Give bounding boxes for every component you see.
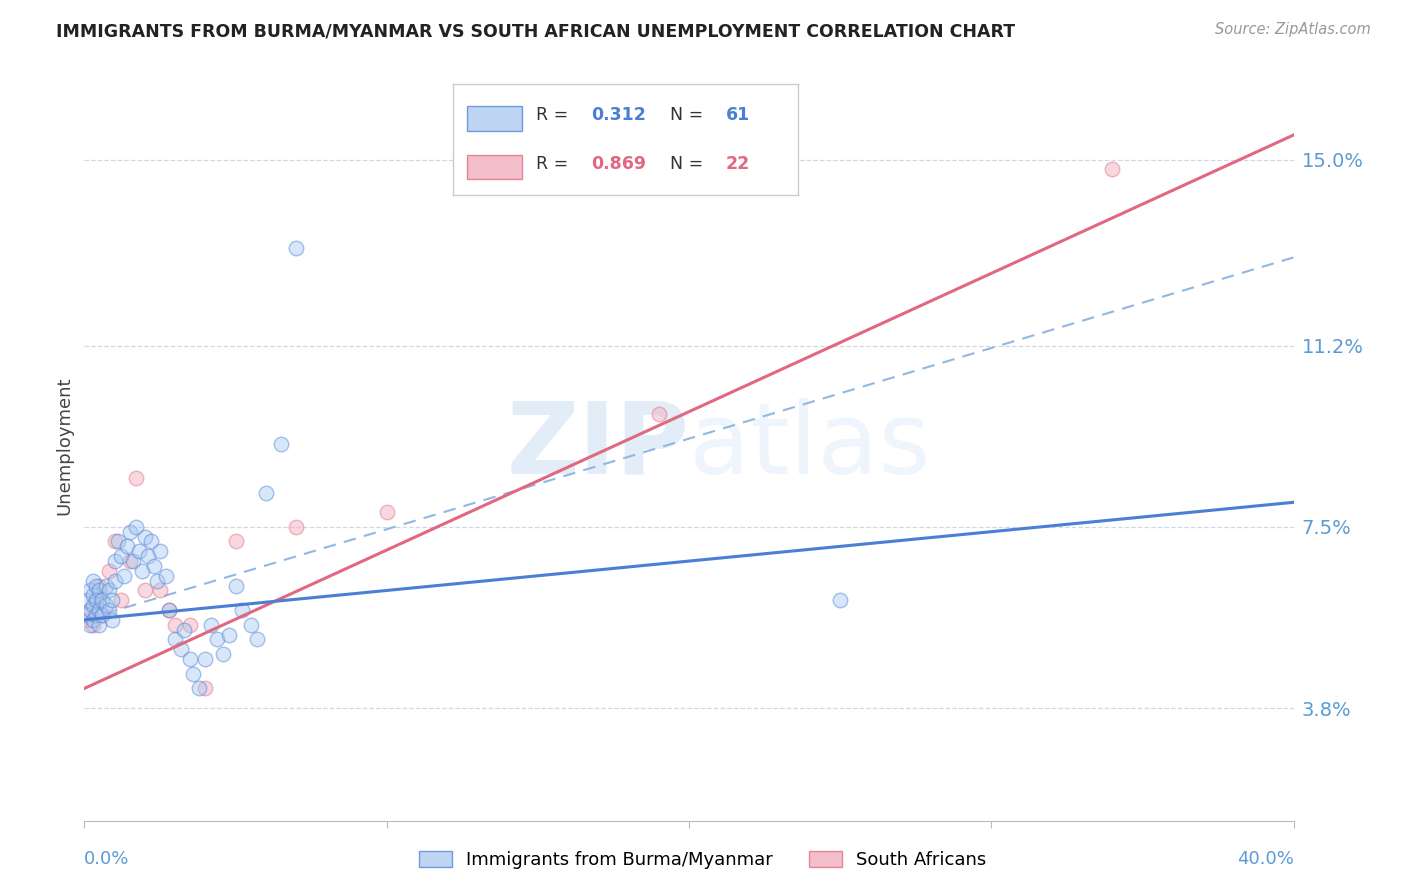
Point	[254, 485, 277, 500]
Point	[830, 593, 852, 607]
Point	[149, 544, 172, 558]
Text: 0.0%: 0.0%	[84, 850, 129, 868]
Point	[134, 583, 156, 598]
Point	[170, 642, 193, 657]
Point	[125, 471, 148, 485]
Text: 40.0%: 40.0%	[1237, 850, 1294, 868]
Point	[91, 593, 114, 607]
Point	[648, 407, 671, 421]
Point	[97, 583, 120, 598]
Point	[194, 652, 217, 666]
Point	[121, 554, 143, 568]
Y-axis label: Unemployment: Unemployment	[55, 376, 73, 516]
Point	[97, 564, 120, 578]
Point	[82, 617, 104, 632]
Point	[79, 603, 101, 617]
Point	[110, 593, 132, 607]
Point	[115, 540, 138, 554]
Point	[89, 617, 111, 632]
Point	[100, 613, 122, 627]
Point	[118, 554, 141, 568]
Point	[188, 681, 211, 696]
Point	[104, 574, 127, 588]
Point	[173, 623, 195, 637]
Point	[110, 549, 132, 564]
Point	[128, 544, 150, 558]
Point	[76, 607, 98, 622]
Point	[179, 652, 201, 666]
Point	[270, 436, 292, 450]
Point	[285, 520, 308, 534]
Point	[112, 568, 135, 582]
Legend: Immigrants from Burma/Myanmar, South Africans: Immigrants from Burma/Myanmar, South Afr…	[411, 842, 995, 879]
Point	[94, 578, 117, 592]
Point	[86, 593, 108, 607]
Point	[131, 564, 153, 578]
Text: ZIP: ZIP	[506, 398, 689, 494]
Point	[1101, 162, 1123, 177]
Point	[207, 632, 229, 647]
Point	[89, 583, 111, 598]
Point	[100, 593, 122, 607]
Point	[79, 617, 101, 632]
Point	[218, 627, 240, 641]
Point	[155, 568, 177, 582]
Point	[89, 603, 111, 617]
Text: Source: ZipAtlas.com: Source: ZipAtlas.com	[1215, 22, 1371, 37]
Point	[107, 534, 129, 549]
Text: atlas: atlas	[689, 398, 931, 494]
Point	[200, 617, 222, 632]
Point	[157, 603, 180, 617]
Point	[139, 534, 162, 549]
Point	[104, 554, 127, 568]
Point	[97, 603, 120, 617]
Point	[246, 632, 269, 647]
Point	[82, 598, 104, 612]
Point	[146, 574, 169, 588]
Point	[94, 598, 117, 612]
Point	[285, 241, 308, 255]
Point	[104, 534, 127, 549]
Point	[91, 607, 114, 622]
Point	[225, 534, 247, 549]
Point	[86, 578, 108, 592]
Point	[86, 593, 108, 607]
Point	[86, 607, 108, 622]
Point	[181, 666, 204, 681]
Point	[225, 578, 247, 592]
Point	[157, 603, 180, 617]
Point	[239, 617, 262, 632]
Text: IMMIGRANTS FROM BURMA/MYANMAR VS SOUTH AFRICAN UNEMPLOYMENT CORRELATION CHART: IMMIGRANTS FROM BURMA/MYANMAR VS SOUTH A…	[56, 22, 1015, 40]
Point	[91, 607, 114, 622]
Point	[179, 617, 201, 632]
Point	[375, 505, 398, 519]
Point	[79, 583, 101, 598]
Point	[194, 681, 217, 696]
Point	[212, 647, 235, 661]
Point	[125, 520, 148, 534]
Point	[82, 574, 104, 588]
Point	[231, 603, 253, 617]
Point	[165, 617, 187, 632]
Point	[165, 632, 187, 647]
Point	[82, 588, 104, 602]
Point	[89, 578, 111, 592]
Point	[79, 603, 101, 617]
Point	[76, 593, 98, 607]
Point	[149, 583, 172, 598]
Point	[118, 524, 141, 539]
Point	[82, 613, 104, 627]
Point	[76, 613, 98, 627]
Point	[142, 559, 165, 574]
Point	[136, 549, 159, 564]
Point	[134, 530, 156, 544]
